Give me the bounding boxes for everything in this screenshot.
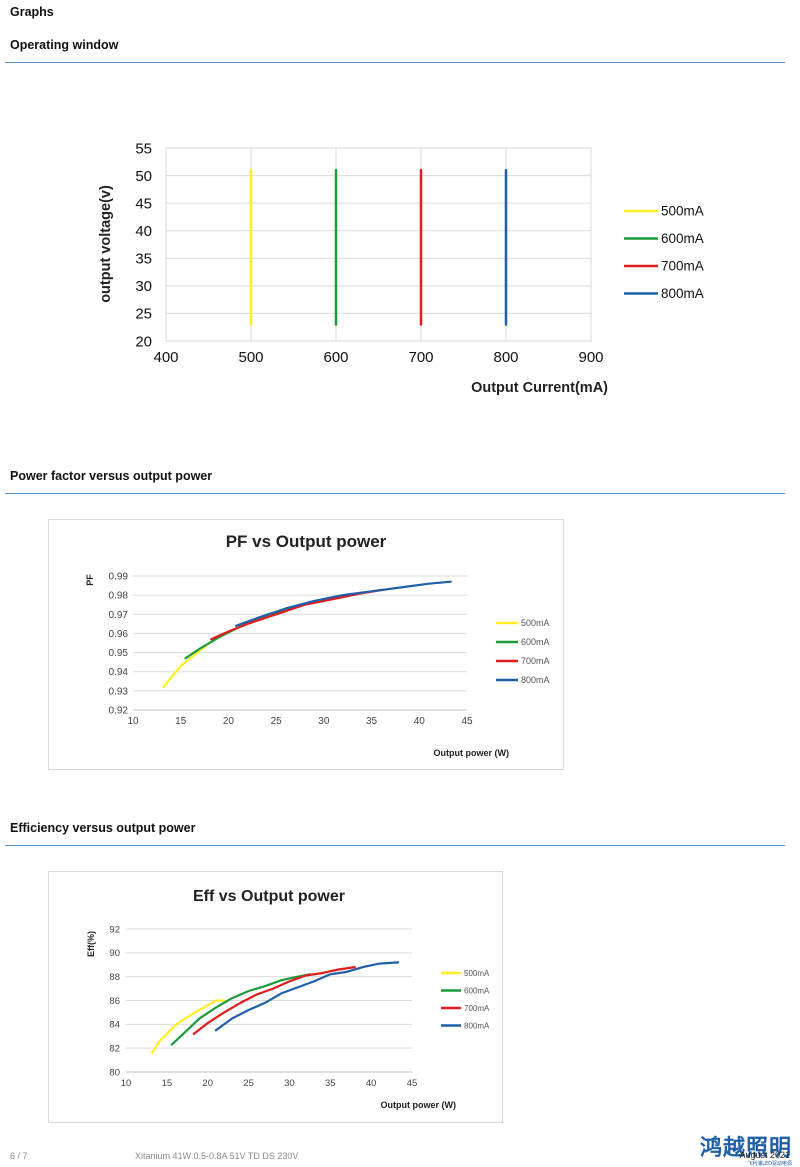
legend-label-600mA: 600mA: [661, 231, 704, 246]
legend-label-700mA: 700mA: [464, 1004, 490, 1013]
y-tick-label: 30: [135, 278, 152, 295]
x-tick-label: 10: [127, 716, 139, 727]
series-line-700mA: [192, 965, 356, 1035]
legend-label-700mA: 700mA: [661, 259, 704, 274]
series-line-800mA: [214, 961, 400, 1032]
chart-title: PF vs Output power: [226, 532, 387, 551]
eff-chart-svg: Eff vs Output power 80 82 84 86 88 90 92 10 15 20 2…: [86, 888, 490, 1110]
x-axis-label: Output Current(mA): [471, 380, 608, 396]
section-divider: [5, 62, 785, 63]
x-tick-label: 45: [407, 1078, 418, 1089]
chart-eff-vs-power: Eff vs Output power 80 82 84 86 88 90 92 10 15 20 2…: [48, 871, 503, 1123]
legend-label-600mA: 600mA: [521, 637, 550, 647]
y-tick-label: 55: [135, 140, 152, 157]
x-tick-label: 25: [271, 716, 283, 727]
x-tick-label: 700: [408, 349, 433, 366]
series-line-600mA: [170, 973, 311, 1046]
series-line-800mA: [235, 580, 452, 627]
operating-window-svg: 20 25 30 35 40 45 50 55 400 500 600 700 800 900 Output…: [98, 140, 704, 396]
legend-label-800mA: 800mA: [464, 1021, 490, 1030]
chart-pf-vs-power: PF vs Output power 0.92 0.93 0.94 0.95 0.96 0.…: [48, 519, 564, 770]
x-tick-label: 800: [493, 349, 518, 366]
y-tick-label: 88: [109, 972, 120, 983]
x-tick-label: 40: [414, 716, 426, 727]
x-tick-label: 30: [284, 1078, 295, 1089]
y-tick-label: 40: [135, 223, 152, 240]
section-heading-pf: Power factor versus output power: [10, 469, 213, 483]
y-tick-label: 82: [109, 1043, 120, 1054]
legend-label-500mA: 500mA: [521, 618, 550, 628]
x-tick-label: 15: [175, 716, 187, 727]
y-tick-label: 25: [135, 306, 152, 323]
x-tick-label: 20: [202, 1078, 213, 1089]
y-tick-label: 0.95: [109, 648, 129, 659]
footer-doc-title: Xitanium 41W 0.5-0.8A 51V TD DS 230V: [135, 1151, 299, 1161]
legend-label-800mA: 800mA: [521, 675, 550, 685]
legend-label-500mA: 500mA: [661, 204, 704, 219]
section-divider: [5, 845, 785, 846]
x-tick-label: 600: [323, 349, 348, 366]
y-tick-label: 90: [109, 948, 120, 959]
y-tick-label: 92: [109, 924, 120, 935]
chart-title: Eff vs Output power: [193, 888, 345, 905]
x-tick-label: 900: [578, 349, 603, 366]
page-title: Graphs: [10, 5, 54, 19]
x-tick-label: 30: [318, 716, 330, 727]
legend-label-800mA: 800mA: [661, 286, 704, 301]
y-tick-label: 0.92: [109, 706, 129, 717]
y-axis-label: Eff(%): [86, 931, 96, 957]
plot-frame: [165, 147, 592, 342]
y-tick-label: 0.98: [109, 591, 129, 602]
x-tick-label: 10: [121, 1078, 132, 1089]
x-tick-label: 35: [325, 1078, 336, 1089]
legend-label-700mA: 700mA: [521, 656, 550, 666]
y-tick-label: 20: [135, 333, 152, 350]
pf-chart-svg: PF vs Output power 0.92 0.93 0.94 0.95 0.96 0.…: [85, 532, 550, 758]
logo-text: 鸿越照明: [699, 1136, 792, 1161]
x-tick-label: 500: [238, 349, 263, 366]
x-tick-label: 45: [461, 716, 473, 727]
footer-date: August 2021: [739, 1150, 790, 1160]
section-heading-operating-window: Operating window: [10, 38, 119, 52]
y-tick-label: 0.97: [109, 610, 129, 621]
x-axis-label: Output power (W): [381, 1100, 456, 1110]
legend-label-600mA: 600mA: [464, 986, 490, 995]
chart-operating-window: 20 25 30 35 40 45 50 55 400 500 600 700 800 900 Output…: [90, 130, 730, 410]
x-tick-label: 20: [223, 716, 235, 727]
section-heading-eff: Efficiency versus output power: [10, 821, 196, 835]
footer-page-number: 6 / 7: [10, 1151, 28, 1161]
x-tick-label: 400: [153, 349, 178, 366]
y-tick-label: 84: [109, 1020, 120, 1031]
x-axis-label: Output power (W): [434, 748, 509, 758]
legend-label-500mA: 500mA: [464, 969, 490, 978]
x-tick-label: 35: [366, 716, 378, 727]
section-divider: [5, 493, 785, 494]
y-tick-label: 50: [135, 168, 152, 185]
y-tick-label: 0.99: [109, 572, 129, 583]
y-axis-label: output voltage(v): [98, 185, 114, 303]
y-tick-label: 35: [135, 251, 152, 268]
x-tick-label: 40: [366, 1078, 377, 1089]
company-logo: 鸿越照明 飞利浦LED驱动电源: [700, 1130, 792, 1167]
y-tick-label: 80: [109, 1067, 120, 1078]
x-tick-label: 15: [162, 1078, 173, 1089]
y-tick-label: 0.96: [109, 629, 129, 640]
y-tick-label: 0.94: [109, 667, 129, 678]
y-tick-label: 86: [109, 996, 120, 1007]
y-tick-label: 45: [135, 195, 152, 212]
series-line-500mA: [150, 999, 226, 1054]
y-tick-label: 0.93: [109, 686, 129, 697]
y-axis-label: PF: [85, 574, 95, 586]
x-tick-label: 25: [243, 1078, 254, 1089]
